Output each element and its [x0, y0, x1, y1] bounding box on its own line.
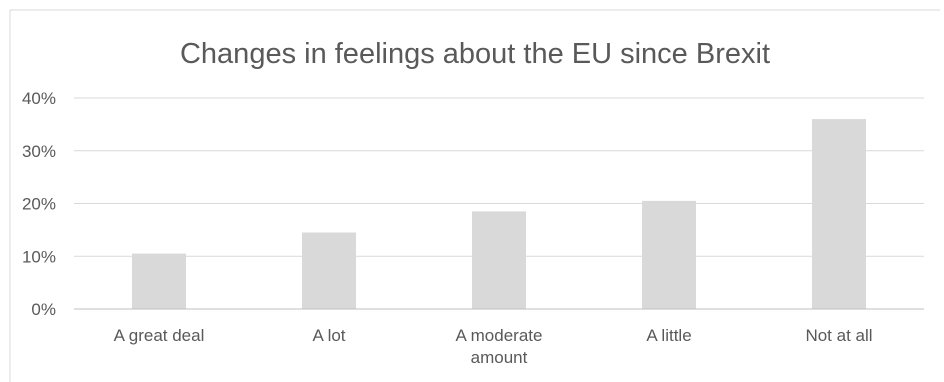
- x-axis-labels: A great deal A lot A moderate amount A littl…: [114, 326, 873, 367]
- bar: [642, 200, 696, 309]
- bar: [812, 119, 866, 309]
- y-axis-ticks: 0% 10% 20% 30% 40%: [22, 89, 56, 319]
- y-tick-label: 20%: [22, 195, 56, 214]
- bars: [132, 119, 866, 309]
- chart-title: Changes in feelings about the EU since B…: [180, 38, 770, 70]
- bar: [472, 211, 526, 309]
- x-tick-label: A lot: [312, 326, 345, 345]
- y-tick-label: 40%: [22, 89, 56, 108]
- bar: [132, 253, 186, 309]
- y-tick-label: 30%: [22, 142, 56, 161]
- bar: [302, 232, 356, 309]
- x-tick-label: A moderate amount: [456, 326, 543, 367]
- x-tick-label: A little: [646, 326, 691, 345]
- y-tick-label: 10%: [22, 247, 56, 266]
- chart-frame-layer: [9, 9, 940, 382]
- y-tick-label: 0%: [31, 300, 56, 319]
- x-tick-label: A great deal: [114, 326, 205, 345]
- x-tick-label: Not at all: [805, 326, 872, 345]
